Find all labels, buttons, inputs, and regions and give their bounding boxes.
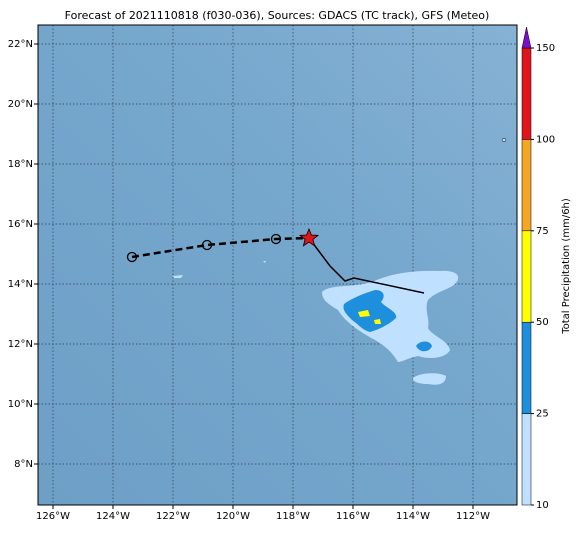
colorbar-tick-label: 75: [536, 226, 549, 237]
colorbar-segment: [521, 230, 532, 323]
lon-label: 120°W: [216, 511, 250, 522]
colorbar-tick-label: 100: [536, 134, 555, 145]
colorbar-tick-label: 50: [536, 317, 549, 328]
precipitation: [173, 261, 459, 385]
island: [501, 138, 507, 142]
lon-label: 122°W: [156, 511, 190, 522]
colorbar-segment: [521, 413, 532, 506]
lon-label: 112°W: [456, 511, 490, 522]
title: Forecast of 2021110818 (f030-036), Sourc…: [65, 9, 490, 22]
colorbar-segment: [521, 139, 532, 232]
lat-label: 10°N: [8, 399, 33, 410]
lat-label: 16°N: [8, 219, 33, 230]
colorbar: 10 25 50 75 100 150: [521, 26, 555, 511]
lat-label: 18°N: [8, 159, 33, 170]
colorbar-segment: [521, 321, 532, 414]
colorbar-tick-label: 10: [536, 500, 549, 511]
colorbar-tick-label: 150: [536, 43, 555, 54]
storm-track: [126, 227, 425, 294]
lon-label: 114°W: [396, 511, 430, 522]
lat-label: 22°N: [8, 39, 33, 50]
lon-label: 124°W: [96, 511, 130, 522]
colorbar-label: Total Precipitation (mm/6h): [561, 198, 572, 335]
lat-label: 12°N: [8, 339, 33, 350]
lon-label: 116°W: [336, 511, 370, 522]
lat-label: 20°N: [8, 99, 33, 110]
lon-label: 126°W: [36, 511, 70, 522]
lon-label: 118°W: [276, 511, 310, 522]
map-frame: [37, 24, 518, 506]
lat-label: 14°N: [8, 279, 33, 290]
map-background: [38, 25, 517, 505]
lat-label: 8°N: [14, 459, 33, 470]
colorbar-segment: [521, 47, 532, 140]
colorbar-tick-label: 25: [536, 409, 549, 420]
colorbar-extend: [521, 26, 532, 49]
